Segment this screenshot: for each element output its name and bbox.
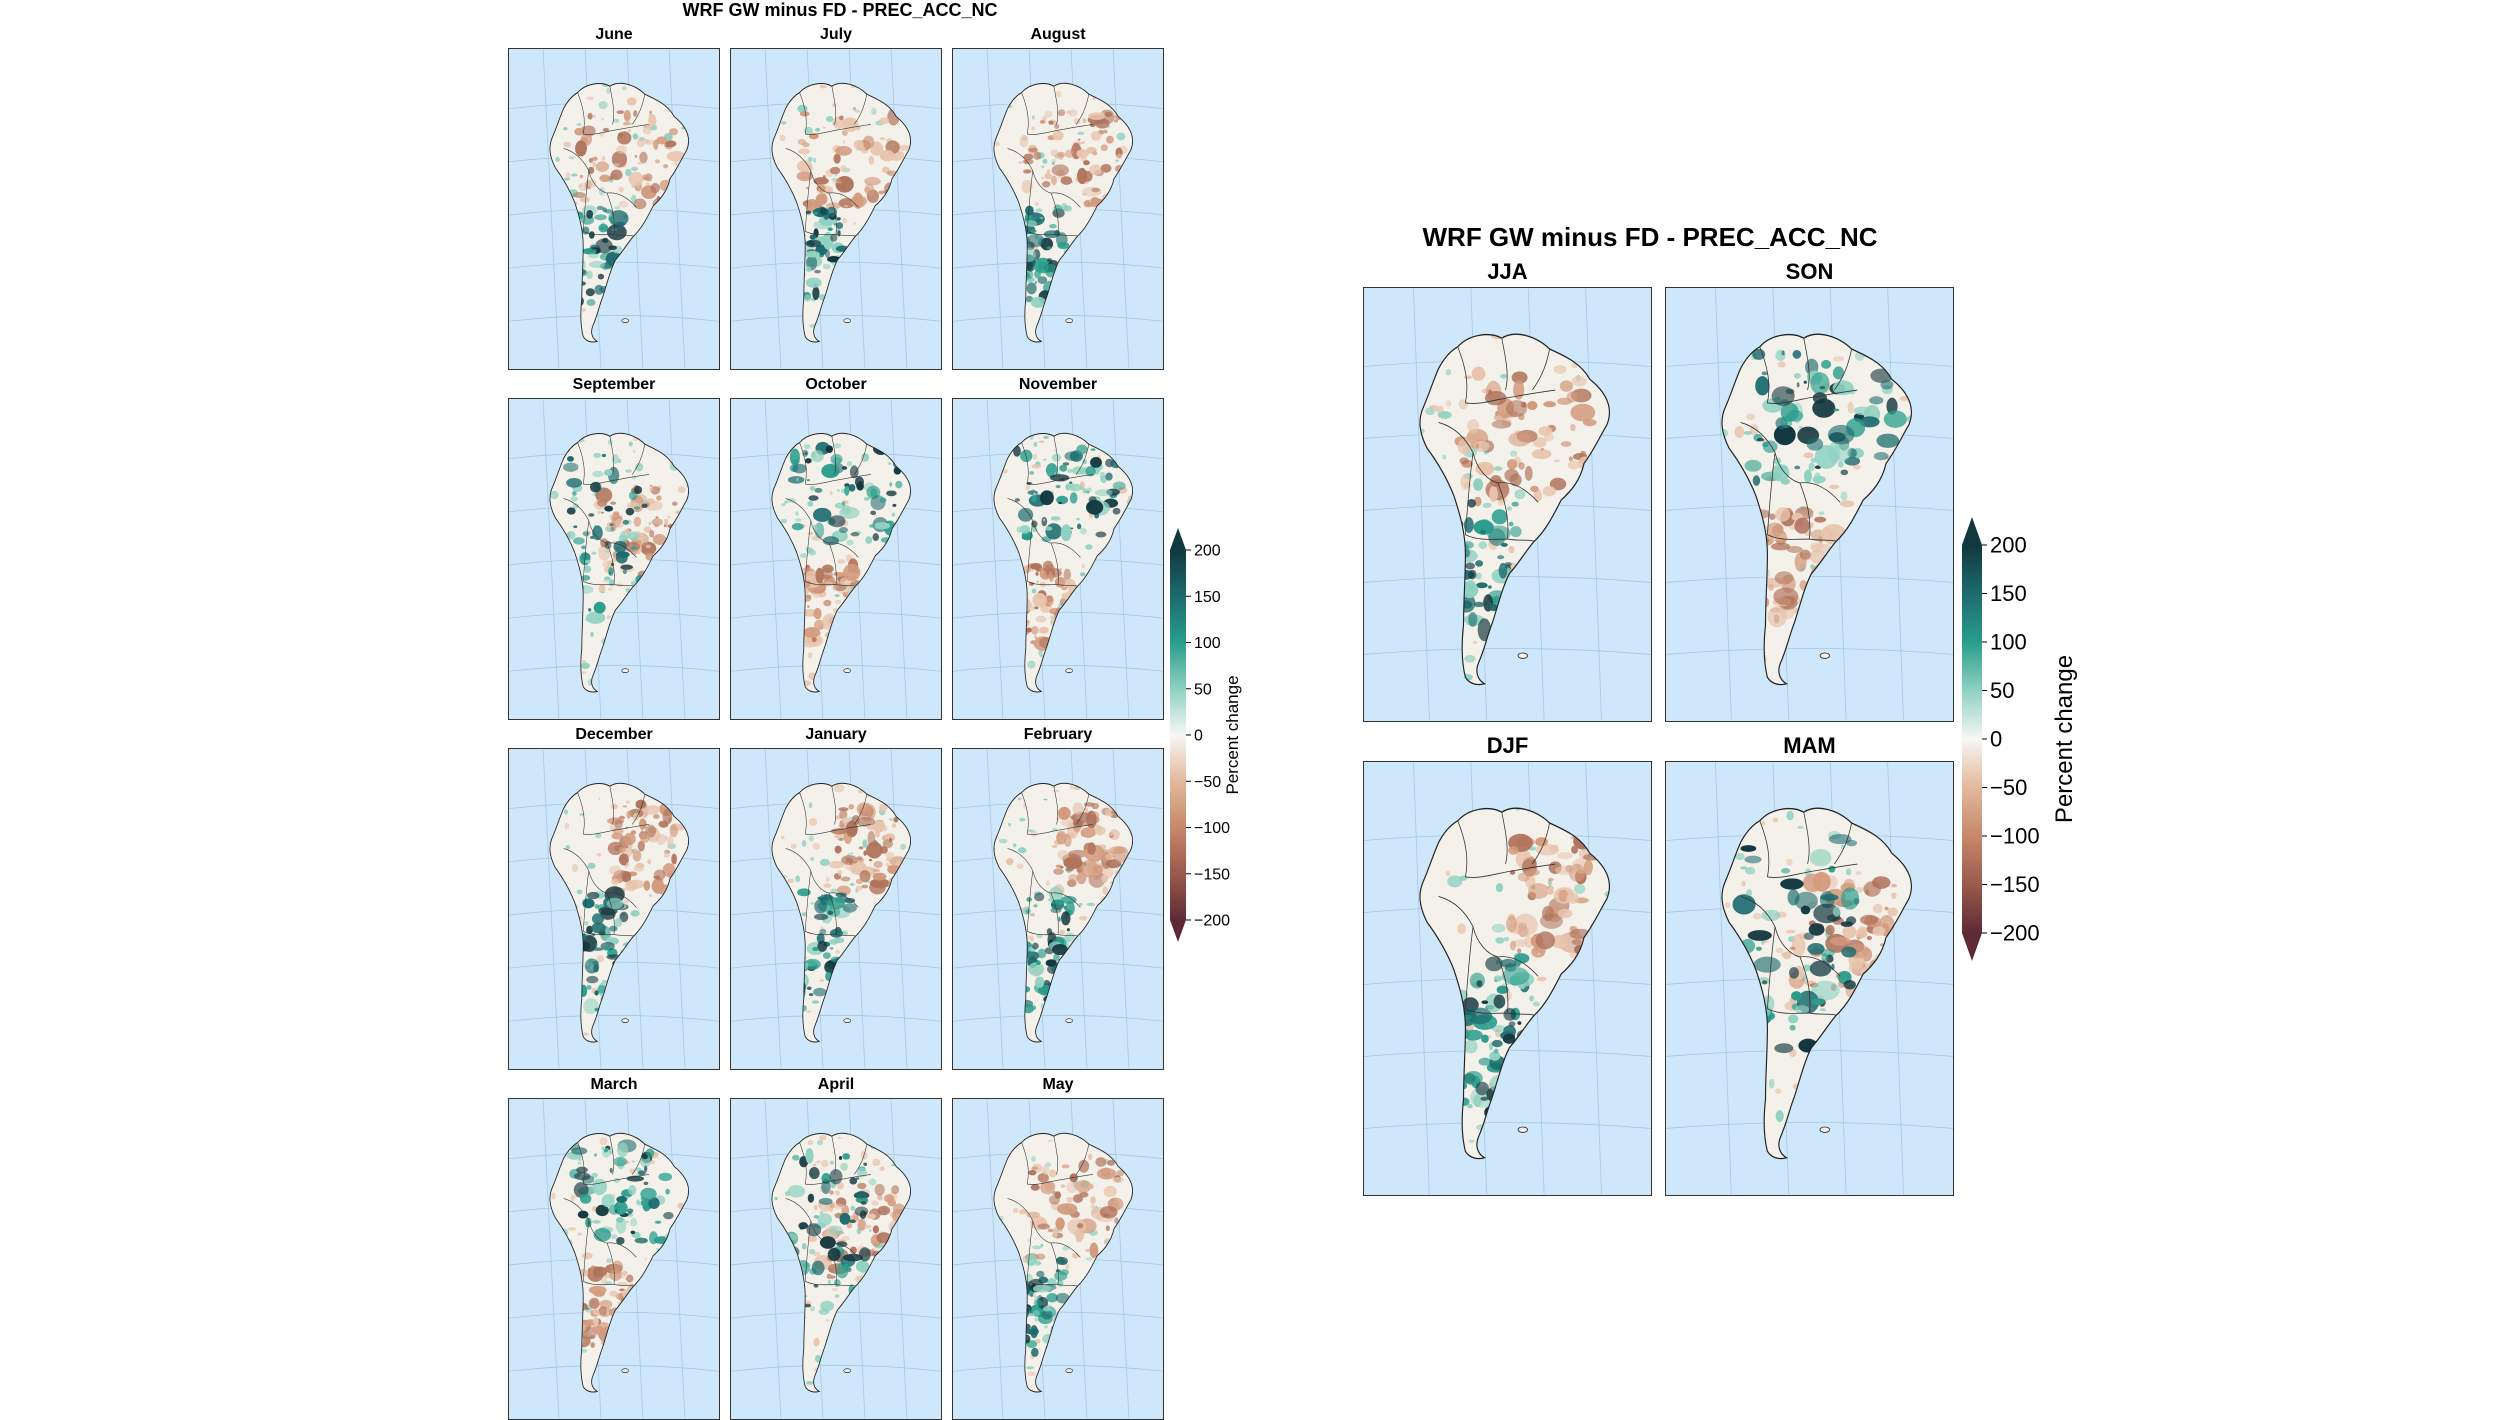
monthly-colorbar-tick-label: −50 (1194, 774, 1221, 791)
monthly-panel-title-april: April (817, 1076, 855, 1093)
monthly-map-may (952, 1098, 1164, 1420)
monthly-panel-title-october: October (805, 376, 867, 393)
seasonal-map-son (1665, 287, 1954, 722)
seasonal-figure-title: WRF GW minus FD - PREC_ACC_NC (1422, 222, 1878, 252)
monthly-colorbar-tick-label: 100 (1194, 635, 1221, 652)
monthly-colorbar-tick-label: 200 (1194, 543, 1221, 560)
monthly-colorbar-tick-label: 0 (1194, 728, 1203, 745)
monthly-panel-title-march: March (590, 1076, 638, 1093)
seasonal-colorbar-tick-label: 100 (1990, 630, 2027, 655)
monthly-panel-title-february: February (1023, 726, 1093, 743)
monthly-map-december (508, 748, 720, 1070)
seasonal-colorbar-tick-label: 150 (1990, 581, 2027, 606)
seasonal-colorbar-label: Percent change (2051, 655, 2078, 823)
seasonal-map-jja (1363, 287, 1652, 722)
seasonal-map-mam (1665, 761, 1954, 1196)
monthly-colorbar-tick-label: 150 (1194, 589, 1221, 606)
seasonal-panel-title-mam: MAM (1783, 733, 1836, 758)
monthly-panel-title-december: December (575, 726, 653, 743)
seasonal-colorbar-gradient (1962, 545, 1982, 933)
monthly-map-march (508, 1098, 720, 1420)
monthly-panel-title-september: September (572, 376, 656, 393)
monthly-map-june (508, 48, 720, 370)
monthly-map-january (730, 748, 942, 1070)
monthly-map-september (508, 398, 720, 720)
monthly-panel-title-november: November (1018, 376, 1098, 393)
monthly-map-august (952, 48, 1164, 370)
monthly-colorbar-tick-label: −200 (1194, 913, 1230, 930)
monthly-colorbar-gradient (1170, 550, 1186, 920)
monthly-panel-title-july: July (819, 26, 852, 43)
seasonal-panel-title-jja: JJA (1487, 259, 1528, 284)
seasonal-colorbar-tick-label: −150 (1990, 872, 2040, 897)
monthly-panel-title-may: May (1042, 1076, 1074, 1093)
monthly-figure-title: WRF GW minus FD - PREC_ACC_NC (682, 0, 998, 20)
monthly-map-october (730, 398, 942, 720)
seasonal-colorbar-tick-label: 0 (1990, 727, 2002, 752)
monthly-panel-title-january: January (805, 726, 867, 743)
seasonal-colorbar-tick-label: 200 (1990, 533, 2027, 558)
monthly-panel-title-august: August (1030, 26, 1086, 43)
seasonal-colorbar-tick-label: −200 (1990, 921, 2040, 946)
monthly-colorbar-tick-label: 50 (1194, 681, 1212, 698)
seasonal-colorbar-tick-label: −100 (1990, 824, 2040, 849)
monthly-map-november (952, 398, 1164, 720)
seasonal-panel-title-djf: DJF (1486, 733, 1529, 758)
seasonal-map-djf (1363, 761, 1652, 1196)
seasonal-colorbar: 200 150 100 50 0 −50 −100 −150 −200 Percent chang… (1950, 505, 2110, 980)
seasonal-panel-title-son: SON (1785, 259, 1834, 284)
monthly-map-april (730, 1098, 942, 1420)
monthly-map-february (952, 748, 1164, 1070)
monthly-colorbar-label: Percent change (1223, 675, 1242, 794)
monthly-map-july (730, 48, 942, 370)
seasonal-colorbar-tick-label: −50 (1990, 775, 2027, 800)
monthly-colorbar-tick-label: −150 (1194, 866, 1230, 883)
monthly-colorbar-tick-label: −100 (1194, 820, 1230, 837)
monthly-colorbar: 200 150 100 50 0 −50 −100 −150 −200 Percent chang… (1160, 520, 1280, 950)
monthly-panel-title-june: June (595, 26, 633, 43)
seasonal-colorbar-tick-label: 50 (1990, 678, 2014, 703)
